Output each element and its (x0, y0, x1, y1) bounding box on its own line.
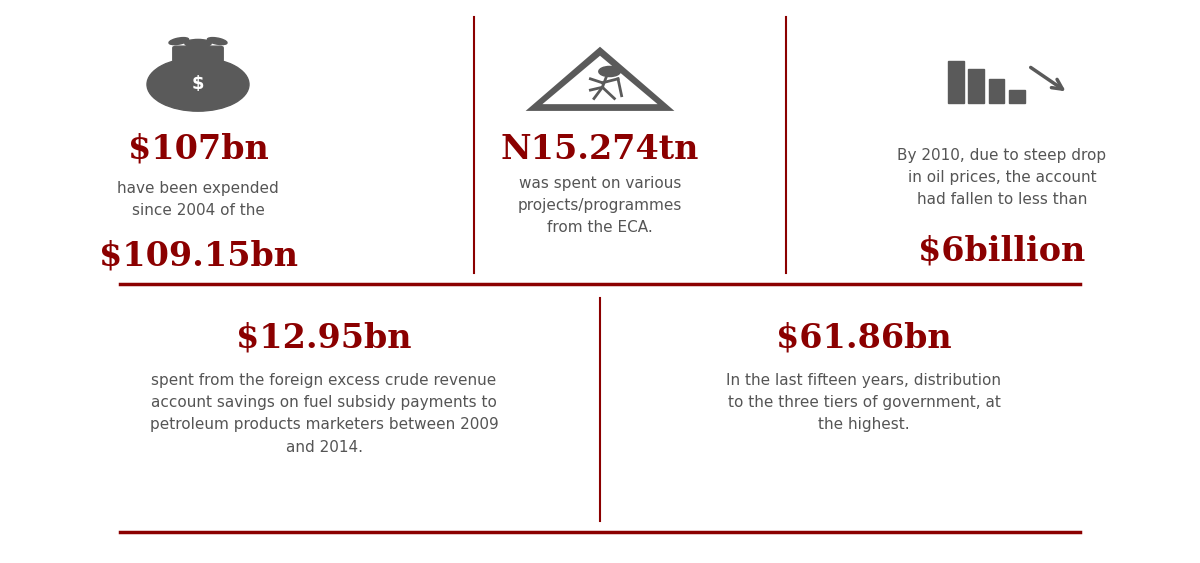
Text: By 2010, due to steep drop
in oil prices, the account
had fallen to less than: By 2010, due to steep drop in oil prices… (898, 148, 1106, 207)
Text: In the last fifteen years, distribution
to the three tiers of government, at
the: In the last fifteen years, distribution … (726, 373, 1002, 432)
FancyBboxPatch shape (989, 79, 1004, 103)
Text: $12.95bn: $12.95bn (236, 321, 412, 354)
Text: $61.86bn: $61.86bn (776, 321, 952, 354)
Text: $107bn: $107bn (127, 133, 269, 166)
Text: was spent on various
projects/programmes
from the ECA.: was spent on various projects/programmes… (518, 176, 682, 235)
Ellipse shape (185, 39, 211, 47)
Text: $109.15bn: $109.15bn (98, 240, 298, 272)
Circle shape (599, 66, 620, 77)
Ellipse shape (148, 57, 250, 111)
FancyBboxPatch shape (948, 61, 964, 103)
Polygon shape (542, 56, 658, 104)
Polygon shape (526, 47, 674, 111)
Text: have been expended
since 2004 of the: have been expended since 2004 of the (118, 181, 278, 218)
FancyBboxPatch shape (968, 69, 984, 103)
Ellipse shape (169, 38, 188, 44)
FancyBboxPatch shape (1009, 90, 1025, 103)
Text: $: $ (192, 75, 204, 93)
Text: spent from the foreign excess crude revenue
account savings on fuel subsidy paym: spent from the foreign excess crude reve… (150, 373, 498, 454)
Ellipse shape (208, 38, 227, 44)
FancyBboxPatch shape (173, 46, 223, 62)
Text: $6billion: $6billion (918, 234, 1086, 267)
Text: N15.274tn: N15.274tn (500, 133, 700, 166)
